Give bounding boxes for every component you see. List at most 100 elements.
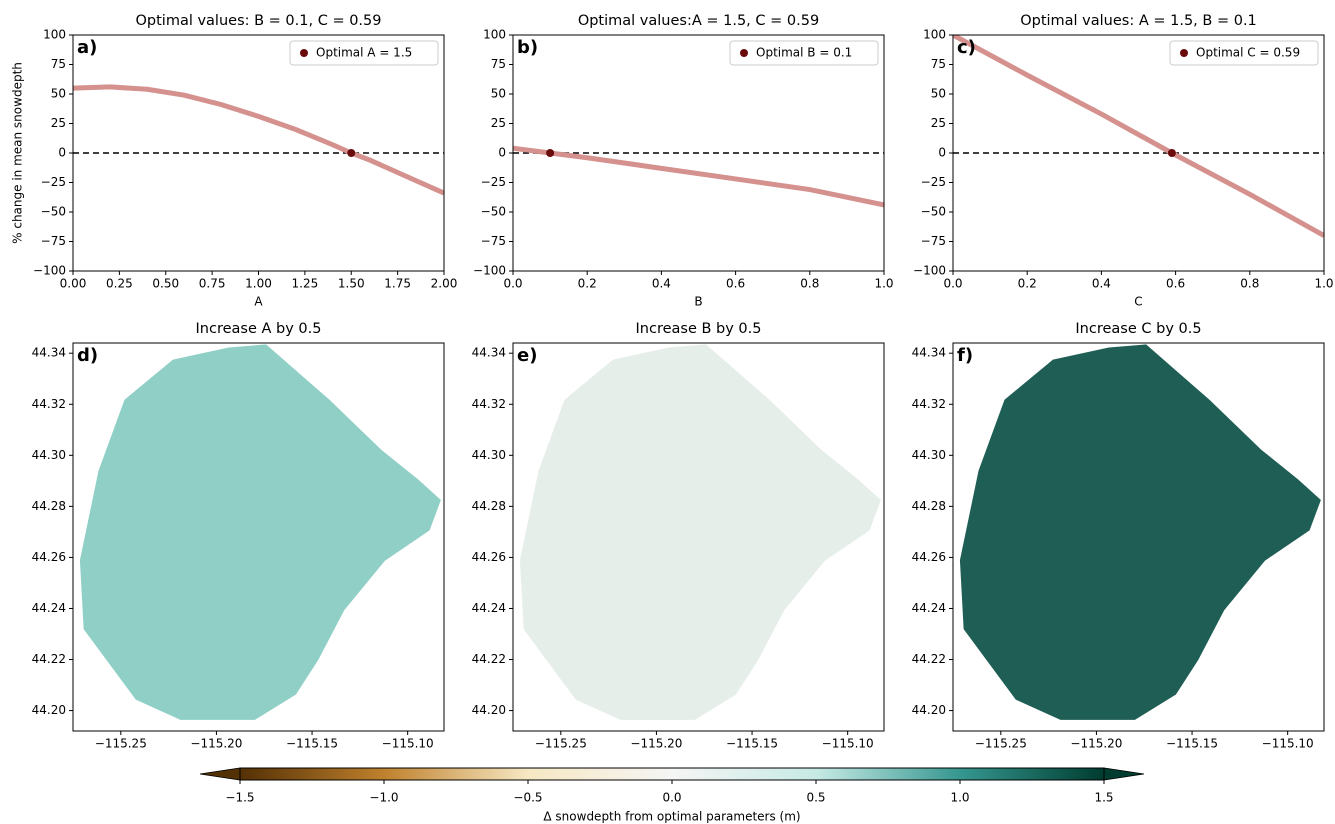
panel-title: Increase C by 0.5 — [1075, 321, 1201, 337]
x-tick-label: −115.20 — [1070, 737, 1122, 751]
y-tick-label: 44.32 — [472, 397, 506, 411]
optimal-point — [546, 149, 555, 157]
y-tick-label: 44.20 — [32, 703, 66, 717]
plot-area — [73, 84, 444, 196]
map-raster — [79, 344, 441, 720]
x-tick-label: 0.8 — [1240, 277, 1259, 291]
y-tick-label: 44.26 — [912, 550, 946, 564]
y-tick-label: 0 — [498, 146, 506, 160]
y-tick-label: 44.30 — [472, 448, 506, 462]
map-raster — [519, 344, 881, 720]
x-tick-label: −115.25 — [535, 737, 587, 751]
y-tick-label: 44.28 — [32, 499, 66, 513]
y-tick-label: −50 — [921, 205, 946, 219]
panel-title: Increase A by 0.5 — [196, 321, 322, 337]
x-axis-label: B — [694, 295, 702, 309]
y-tick-label: 44.24 — [912, 601, 946, 615]
x-tick-label: −115.10 — [1262, 737, 1314, 751]
y-tick-label: 50 — [491, 87, 506, 101]
x-tick-label: 1.0 — [874, 277, 893, 291]
legend-marker — [740, 49, 748, 57]
x-tick-label: −115.15 — [1166, 737, 1218, 751]
x-axis-label: C — [1134, 295, 1142, 309]
y-tick-label: −50 — [481, 205, 506, 219]
x-tick-label: −115.15 — [726, 737, 778, 751]
y-tick-label: 0 — [58, 146, 66, 160]
y-tick-label: 44.20 — [472, 703, 506, 717]
x-tick-label: −115.20 — [630, 737, 682, 751]
y-tick-label: 44.34 — [472, 346, 506, 360]
colorbar-extend-low — [199, 767, 241, 781]
x-tick-label: 1.00 — [245, 277, 272, 291]
y-tick-label: 44.28 — [912, 499, 946, 513]
y-tick-label: 44.26 — [472, 550, 506, 564]
legend-box — [1169, 40, 1319, 66]
panel-label: f) — [957, 345, 973, 366]
colorbar-label: Δ snowdepth from optimal parameters (m) — [543, 810, 800, 824]
x-tick-label: 0.00 — [60, 277, 87, 291]
panel-title: Optimal values: A = 1.5, B = 0.1 — [1020, 13, 1257, 29]
panel-label: b) — [517, 37, 538, 58]
x-tick-label: 1.25 — [292, 277, 319, 291]
x-tick-label: 0.0 — [943, 277, 962, 291]
optimal-point — [347, 149, 356, 157]
optimal-point — [1167, 149, 1176, 157]
x-tick-label: 0.8 — [800, 277, 819, 291]
y-tick-label: 25 — [931, 116, 946, 130]
y-tick-label: 75 — [51, 57, 66, 71]
y-tick-label: 44.30 — [32, 448, 66, 462]
map-raster — [959, 344, 1321, 720]
panel-label: e) — [517, 345, 537, 366]
x-tick-label: 0.75 — [199, 277, 226, 291]
y-tick-label: 44.32 — [912, 397, 946, 411]
y-tick-label: 44.20 — [912, 703, 946, 717]
y-tick-label: 100 — [483, 28, 506, 42]
y-tick-label: 0 — [938, 146, 946, 160]
colorbar-tick-label: 0.5 — [806, 791, 825, 805]
y-tick-label: −100 — [33, 264, 66, 278]
axes-frame — [72, 342, 445, 732]
y-tick-label: 44.34 — [32, 346, 66, 360]
x-tick-label: −115.10 — [382, 737, 434, 751]
x-tick-label: 0.6 — [1166, 277, 1185, 291]
y-tick-label: 44.22 — [32, 652, 66, 666]
y-tick-label: 50 — [51, 87, 66, 101]
panel-label: a) — [77, 37, 97, 58]
line — [953, 35, 1324, 238]
y-tick-label: −75 — [921, 234, 946, 248]
y-tick-label: −100 — [913, 264, 946, 278]
y-tick-label: −75 — [481, 234, 506, 248]
colorbar-tick-label: 0.0 — [662, 791, 681, 805]
y-tick-label: 100 — [923, 28, 946, 42]
line — [73, 84, 444, 196]
x-tick-label: 1.75 — [384, 277, 411, 291]
y-tick-label: −25 — [41, 175, 66, 189]
y-tick-label: 50 — [931, 87, 946, 101]
y-tick-label: 44.32 — [32, 397, 66, 411]
legend-box — [729, 40, 879, 66]
x-tick-label: 2.00 — [431, 277, 458, 291]
x-tick-label: 0.4 — [652, 277, 671, 291]
panel-label: c) — [957, 37, 976, 58]
x-tick-label: 0.2 — [1018, 277, 1037, 291]
x-tick-label: −115.15 — [286, 737, 338, 751]
x-tick-label: −115.25 — [95, 737, 147, 751]
x-tick-label: 0.4 — [1092, 277, 1111, 291]
x-tick-label: 0.25 — [106, 277, 133, 291]
axes-frame — [952, 342, 1325, 732]
x-tick-label: 0.2 — [578, 277, 597, 291]
plot-area — [79, 344, 441, 720]
line — [513, 145, 884, 208]
y-tick-label: 44.26 — [32, 550, 66, 564]
colorbar-tick-label: −1.0 — [369, 791, 398, 805]
y-tick-label: 100 — [43, 28, 66, 42]
panel-title: Optimal values:A = 1.5, C = 0.59 — [578, 13, 819, 29]
plot-area — [519, 344, 881, 720]
colorbar — [240, 768, 1104, 780]
plot-area — [959, 344, 1321, 720]
y-tick-label: 44.30 — [912, 448, 946, 462]
x-axis-label: A — [254, 295, 263, 309]
axes-frame — [512, 342, 885, 732]
colorbar-tick-label: −0.5 — [513, 791, 542, 805]
